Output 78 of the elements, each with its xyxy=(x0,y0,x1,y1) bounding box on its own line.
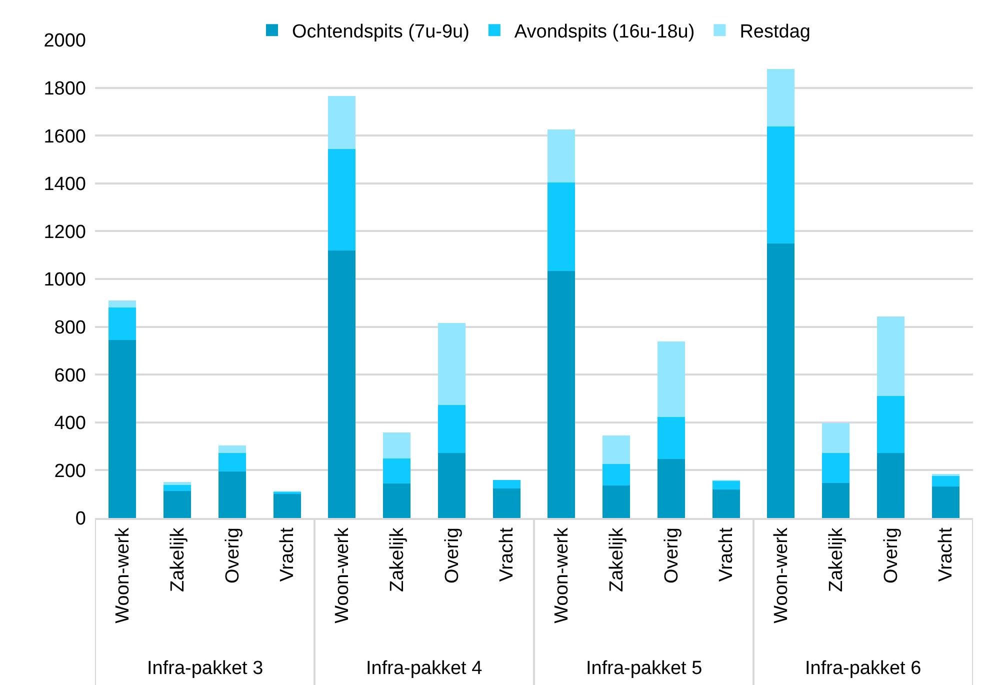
bar xyxy=(602,486,630,518)
x-tick-label: Vracht xyxy=(936,526,957,582)
x-tick-label: Overig xyxy=(442,528,463,584)
bar xyxy=(767,126,795,244)
bar xyxy=(822,482,850,518)
x-tick-label: Overig xyxy=(880,528,902,584)
bar xyxy=(548,182,576,272)
bar xyxy=(876,396,904,454)
bar xyxy=(328,96,356,149)
bar xyxy=(822,453,850,483)
y-tick-label: 1200 xyxy=(44,222,86,243)
bar xyxy=(218,471,246,518)
legend-label: Avondspits (16u-18u) xyxy=(514,22,695,43)
bar xyxy=(767,69,795,127)
text: Infra-pakket 5 xyxy=(586,658,702,679)
y-tick-label: 1600 xyxy=(44,126,86,148)
bar xyxy=(164,485,192,491)
y-tick-label: 2000 xyxy=(44,30,86,52)
x-tick-label: Overig xyxy=(661,528,682,584)
x-tick-label: Woon-werk xyxy=(332,527,354,624)
bar xyxy=(273,494,301,518)
bar xyxy=(822,423,850,454)
bar xyxy=(108,300,136,308)
text: Infra-pakket 6 xyxy=(805,658,922,679)
bar xyxy=(218,453,246,472)
x-tick-label: Zakelijk xyxy=(606,527,628,592)
bar xyxy=(273,492,301,494)
x-tick-label: Vracht xyxy=(277,526,298,582)
y-tick-label: 1000 xyxy=(44,270,86,291)
legend-label: Restdag xyxy=(740,22,810,43)
bar xyxy=(383,432,411,459)
bar xyxy=(932,476,960,486)
y-tick-label: 400 xyxy=(54,413,86,434)
bar xyxy=(383,458,411,484)
bar xyxy=(328,148,356,250)
bar xyxy=(108,340,136,518)
text: Infra-pakket 4 xyxy=(366,658,483,679)
y-tick-label: 800 xyxy=(54,317,86,338)
x-tick-label: Zakelijk xyxy=(167,527,188,592)
bar xyxy=(108,308,136,340)
bar xyxy=(657,341,685,417)
text: Infra-pakket 3 xyxy=(147,658,264,679)
bar xyxy=(164,490,192,518)
bar xyxy=(657,416,685,460)
bar xyxy=(328,250,356,518)
y-tick-label: 200 xyxy=(54,460,86,482)
x-tick-label: Vracht xyxy=(716,526,738,582)
x-tick-label: Woon-werk xyxy=(112,527,134,624)
legend-label: Ochtendspits (7u-9u) xyxy=(292,22,470,43)
bar xyxy=(438,323,466,406)
y-tick-label: 1800 xyxy=(44,78,86,100)
bar xyxy=(602,464,630,486)
bar xyxy=(492,488,520,518)
bar xyxy=(712,490,740,518)
x-tick-label: Woon-werk xyxy=(552,527,573,624)
x-tick-label: Zakelijk xyxy=(386,527,408,592)
x-tick-label: Vracht xyxy=(496,526,518,582)
x-tick-label: Zakelijk xyxy=(826,527,847,592)
bar xyxy=(932,486,960,518)
x-tick-label: Woon-werk xyxy=(771,527,792,624)
bar xyxy=(438,405,466,453)
bar xyxy=(602,436,630,464)
bar xyxy=(876,453,904,518)
bar xyxy=(492,480,520,488)
bar xyxy=(657,459,685,518)
bar xyxy=(383,484,411,518)
y-tick-label: 600 xyxy=(54,365,86,386)
y-tick-label: 0 xyxy=(75,508,86,530)
x-tick-label: Overig xyxy=(222,528,244,584)
bar xyxy=(548,130,576,182)
y-tick-label: 1400 xyxy=(44,174,86,196)
bar xyxy=(712,480,740,490)
bar xyxy=(164,482,192,486)
bar xyxy=(438,452,466,518)
bar xyxy=(767,243,795,518)
bar xyxy=(218,446,246,454)
bar xyxy=(548,271,576,518)
bar xyxy=(876,316,904,396)
